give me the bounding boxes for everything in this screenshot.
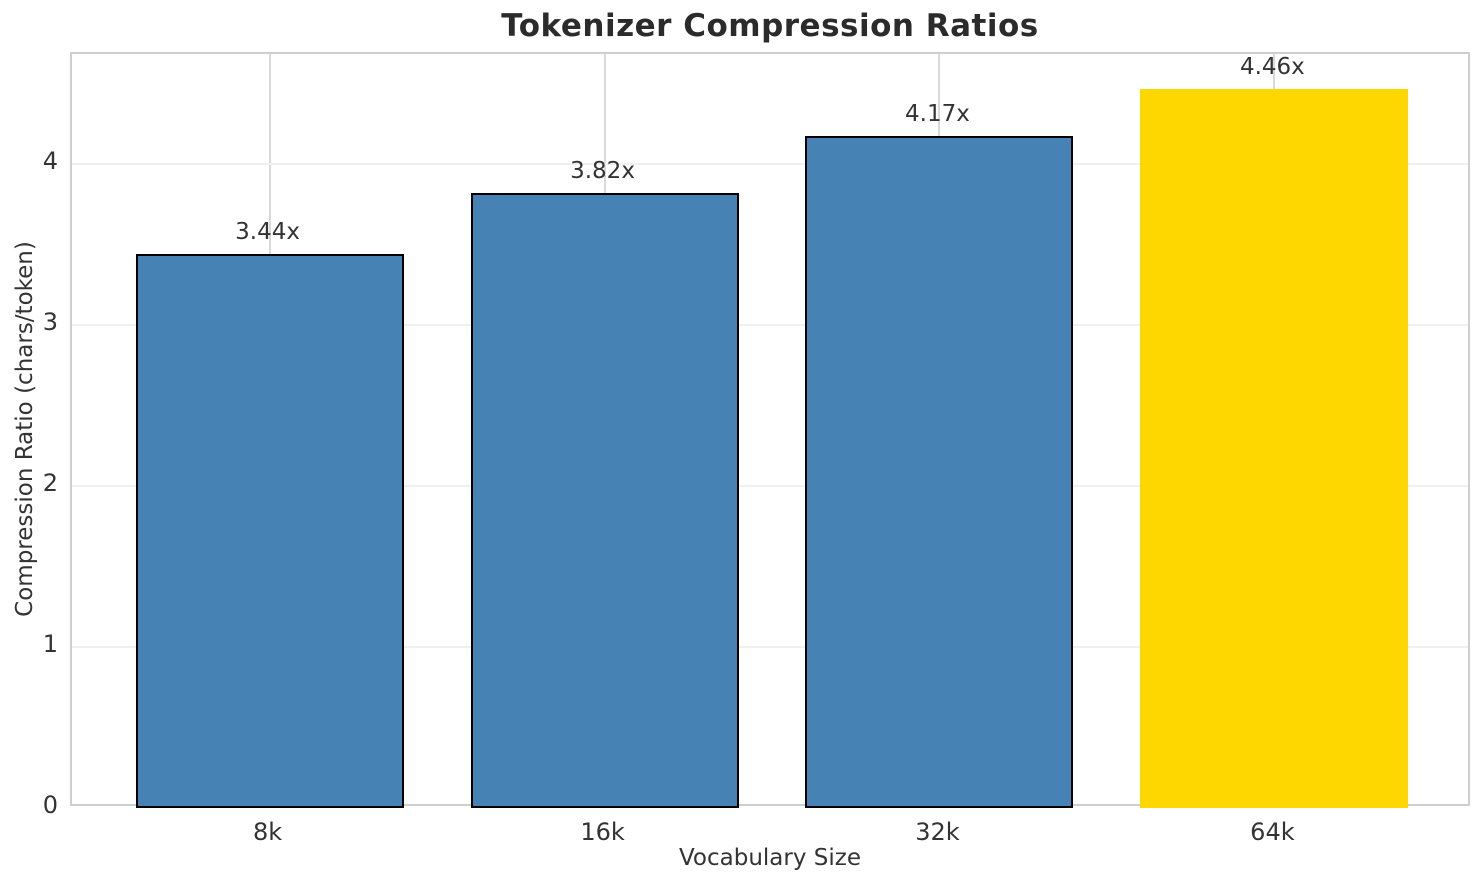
chart-title: Tokenizer Compression Ratios: [501, 8, 1039, 44]
x-tick-label: 8k: [253, 818, 283, 846]
gridline-horizontal: [72, 162, 1468, 165]
x-tick-label: 64k: [1250, 818, 1295, 846]
bar-value-label: 3.82x: [570, 157, 635, 184]
gridline-horizontal: [72, 645, 1468, 648]
bar-8k: [135, 253, 404, 808]
y-axis-label: Compression Ratio (chars/token): [12, 241, 38, 617]
gridline-horizontal: [72, 484, 1468, 487]
x-tick-label: 32k: [915, 818, 960, 846]
bar-64k: [1140, 89, 1409, 808]
y-tick-label: 4: [42, 146, 58, 175]
gridline-horizontal: [72, 323, 1468, 326]
plot-area: [70, 52, 1470, 808]
bar-value-label: 3.44x: [235, 218, 300, 245]
bar-32k: [805, 136, 1074, 808]
y-tick-label: 1: [42, 629, 58, 658]
y-tick-label: 2: [42, 468, 58, 497]
y-tick-label: 0: [42, 791, 58, 819]
bar-value-label: 4.46x: [1239, 54, 1305, 81]
x-axis-label: Vocabulary Size: [678, 845, 861, 871]
x-tick-label: 16k: [580, 818, 625, 846]
bar-value-label: 4.17x: [905, 101, 970, 128]
bar-16k: [470, 192, 739, 808]
y-tick-label: 3: [42, 307, 58, 336]
